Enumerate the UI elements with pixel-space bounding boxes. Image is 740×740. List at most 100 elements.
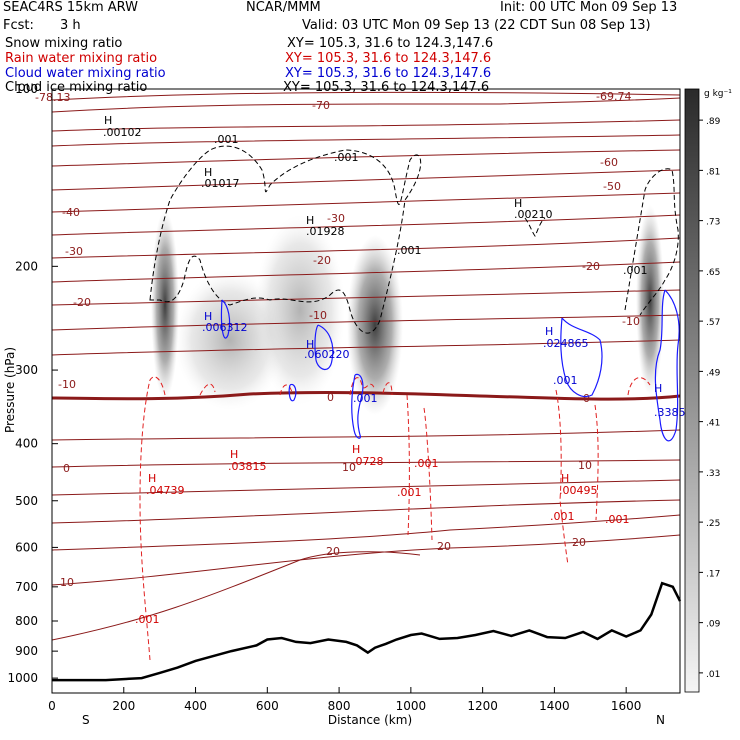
snow-label: .00210 — [514, 208, 553, 221]
isotherm-line — [51, 169, 681, 191]
isotherm-label: 10 — [578, 459, 592, 472]
cloud-water-label: H — [545, 325, 553, 338]
rain-label: .001 — [414, 457, 439, 470]
source-name: NCAR/MMM — [246, 0, 321, 15]
field-label-cloud-ice: Cloud ice mixing ratio — [5, 80, 148, 95]
isotherm-line — [51, 214, 681, 236]
forecast-hour: 3 h — [60, 18, 81, 33]
isotherm-line — [51, 134, 681, 147]
field-xy-cloud-water: XY= 105.3, 31.6 to 124.3,147.6 — [285, 66, 492, 81]
rain-label: .00495 — [559, 484, 598, 497]
isotherm-label: -30 — [327, 212, 345, 225]
isotherm-label: -20 — [582, 260, 600, 273]
x-tick-label: 1200 — [467, 699, 498, 713]
rain-contour — [594, 404, 599, 521]
colorbar-label: .57 — [706, 318, 720, 328]
ice-blob — [347, 235, 403, 415]
isotherm-line — [51, 97, 681, 113]
isotherm-label: -70 — [312, 99, 330, 112]
y-tick-label: 700 — [15, 580, 38, 594]
cloud-water-label: .3385 — [654, 406, 686, 419]
rain-label: .0728 — [352, 455, 384, 468]
snow-label: H — [104, 114, 112, 127]
cloud-water-label: H — [306, 338, 314, 351]
rain-label: .04739 — [146, 484, 185, 497]
rain-contour — [199, 383, 216, 396]
colorbar-label: .49 — [706, 368, 721, 378]
rain-label: .001 — [550, 510, 575, 523]
isotherm-label: 0 — [63, 462, 70, 475]
isotherm-line — [51, 261, 681, 283]
x-tick-label: 200 — [112, 699, 135, 713]
field-label-snow: Snow mixing ratio — [5, 36, 123, 51]
field-xy-rain: XY= 105.3, 31.6 to 124.3,147.6 — [285, 51, 492, 66]
field-label-cloud-water: Cloud water mixing ratio — [5, 66, 166, 81]
ice-blob — [151, 210, 179, 400]
y-tick-label: 600 — [15, 540, 38, 554]
rain-label: H — [148, 472, 156, 485]
x-tick-label: 400 — [184, 699, 207, 713]
snow-label: .001 — [334, 151, 359, 164]
colorbar: g kg⁻¹ .89 .81 .73 .65 .57 .49 .41 .33 .25 .17 .09… — [684, 88, 732, 693]
isotherm-label: -69.74 — [596, 90, 631, 103]
x-tick-label: 600 — [256, 699, 279, 713]
colorbar-unit: g kg⁻¹ — [704, 89, 732, 99]
isotherm-line — [51, 339, 681, 356]
field-xy-cloud-ice: XY= 105.3, 31.6 to 124.3,147.6 — [283, 80, 490, 95]
snow-label: .001 — [214, 133, 239, 146]
x-axis-title: Distance (km) — [328, 713, 412, 727]
field-xy-snow: XY= 105.3, 31.6 to 124.3,147.6 — [287, 36, 494, 51]
forecast-label: Fcst: — [3, 18, 34, 33]
valid-time: Valid: 03 UTC Mon 09 Sep 13 (22 CDT Sun … — [302, 18, 651, 33]
rain-label: .001 — [135, 613, 160, 626]
cloud-water-contour — [351, 373, 364, 439]
cloud-water-label: .024865 — [543, 337, 589, 350]
snow-label: .001 — [623, 264, 648, 277]
snow-label: H — [514, 197, 522, 210]
y-tick-label: 1000 — [7, 671, 38, 685]
rain-label: .03815 — [228, 460, 267, 473]
snow-contour — [524, 217, 546, 237]
isotherm-label: -10 — [622, 315, 640, 328]
cloud-water-label: .060220 — [304, 348, 350, 361]
colorbar-label: .09 — [706, 620, 721, 630]
rain-contour — [382, 382, 393, 396]
zero-degree-isotherm — [51, 391, 681, 401]
rain-label: H — [352, 443, 360, 456]
cloud-water-label: .001 — [353, 392, 378, 405]
isotherm-label: 20 — [437, 540, 451, 553]
terrain-line — [52, 581, 682, 682]
rain-contour — [349, 377, 376, 396]
isotherm-line — [51, 149, 681, 167]
isotherm-label: -40 — [62, 206, 80, 219]
snow-contour — [149, 145, 422, 334]
cloud-water-label: .006312 — [202, 321, 248, 334]
snow-label: H — [204, 166, 212, 179]
ice-blob — [636, 205, 664, 395]
isotherm-line — [51, 237, 681, 259]
rain-contour — [627, 377, 651, 396]
colorbar-label: .01 — [706, 670, 720, 680]
plot-frame — [51, 88, 681, 694]
south-label: S — [82, 713, 90, 727]
x-tick-label: 1000 — [396, 699, 427, 713]
rain-label: .001 — [397, 486, 422, 499]
y-tick-label: 400 — [15, 437, 38, 451]
x-tick-label: 0 — [48, 699, 56, 713]
snow-label: .001 — [397, 244, 422, 257]
isotherm-label: -50 — [603, 180, 621, 193]
isotherm-label: -10 — [58, 378, 76, 391]
isotherm-line — [51, 499, 681, 524]
cloud-water-contour — [560, 317, 603, 398]
isotherm-label: -30 — [65, 245, 83, 258]
x-tick-label: 800 — [328, 699, 351, 713]
isotherm-line — [51, 514, 681, 551]
isotherm-label: 10 — [60, 576, 74, 589]
y-tick-label: 300 — [15, 363, 38, 377]
isotherm-label: -78.13 — [35, 91, 70, 104]
isotherm-line — [51, 119, 681, 132]
snow-label: .00102 — [103, 126, 142, 139]
colorbar-label: .73 — [706, 218, 720, 228]
isotherm-line — [51, 479, 681, 496]
